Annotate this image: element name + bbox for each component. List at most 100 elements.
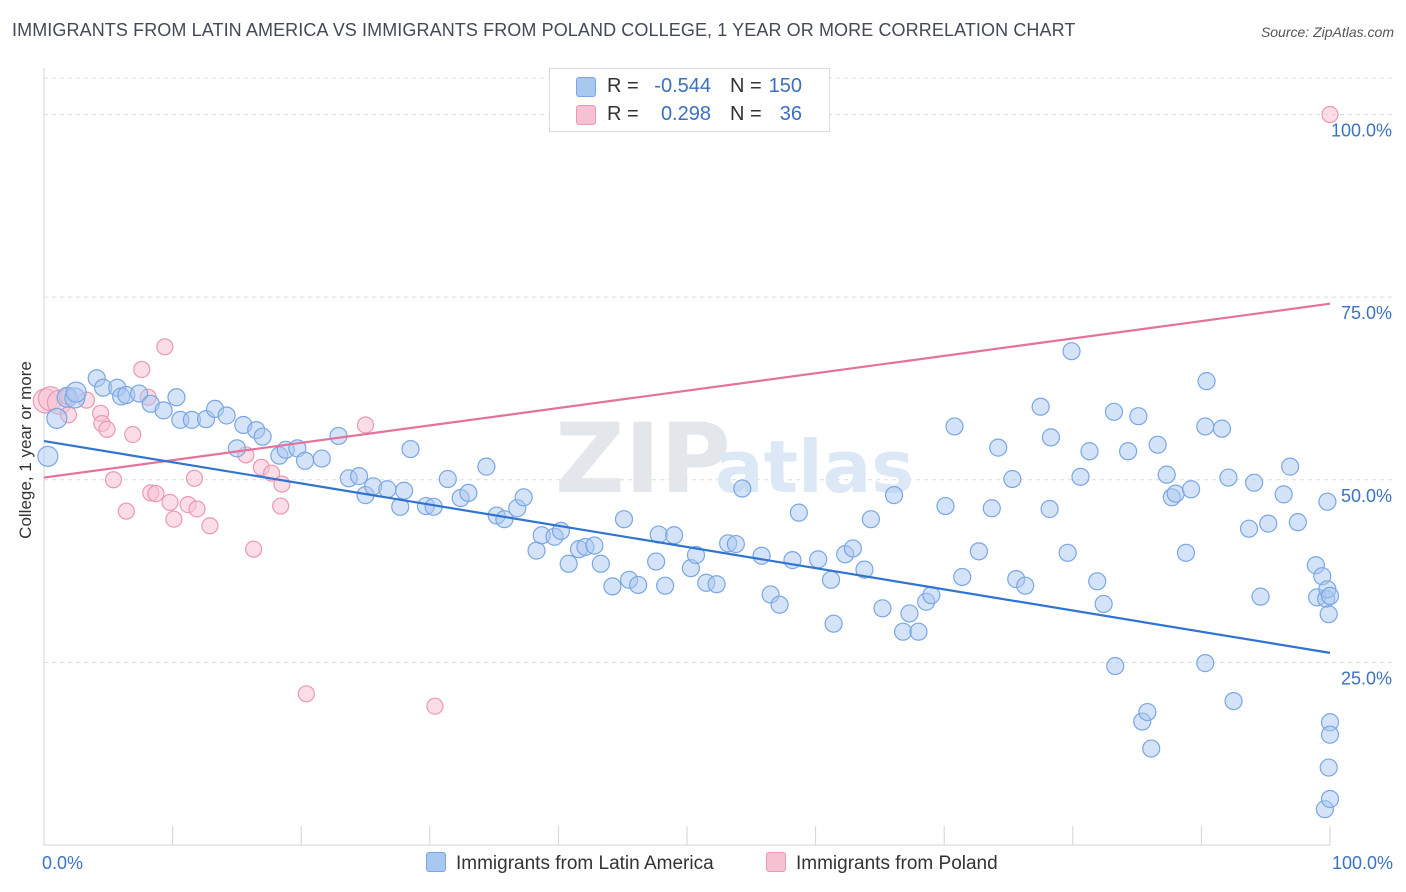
latin-america-point xyxy=(349,467,369,486)
latin-america-point xyxy=(1196,417,1215,436)
latin-america-point xyxy=(953,567,972,587)
legend-r-value: 0.298 xyxy=(660,103,711,125)
latin-america-point xyxy=(1142,739,1161,758)
poland-point xyxy=(161,493,179,512)
latin-america-point xyxy=(154,401,173,420)
y-tick-label: 25.0% xyxy=(1341,668,1392,688)
x-tick-label: 0.0% xyxy=(42,853,83,873)
latin-america-point xyxy=(909,622,928,641)
latin-america-point xyxy=(789,503,808,522)
latin-america-point xyxy=(1274,485,1293,504)
poland-point xyxy=(156,338,174,356)
latin-america-point xyxy=(253,427,272,446)
poland-point xyxy=(356,416,375,434)
latin-america-point xyxy=(167,388,186,407)
gridlines xyxy=(44,77,1392,663)
latin-america-point xyxy=(821,570,841,589)
latin-america-point xyxy=(1182,480,1201,499)
latin-america-point xyxy=(1239,519,1259,538)
poland-point xyxy=(272,497,290,515)
x-tick-label: 100.0% xyxy=(1332,853,1393,873)
latin-america-point xyxy=(945,417,964,436)
y-axis-label-wrap: College, 1 year or more xyxy=(16,300,40,600)
legend-n-value: 36 xyxy=(779,103,802,125)
y-tick-label: 75.0% xyxy=(1341,303,1392,323)
poland-trend-line xyxy=(43,302,1331,479)
latin-america-point xyxy=(1245,473,1264,492)
legend-r-label: R = xyxy=(607,75,639,97)
latin-america-point xyxy=(1212,419,1232,438)
poland-point xyxy=(124,425,142,444)
latin-america-point xyxy=(1319,605,1338,624)
latin-america-point xyxy=(1318,492,1337,511)
latin-america-point xyxy=(861,510,880,529)
poland-point xyxy=(245,540,263,558)
latin-america-point xyxy=(1281,457,1300,476)
latin-america-point xyxy=(1040,499,1059,519)
poland-point xyxy=(147,485,165,503)
latin-america-point xyxy=(824,614,843,633)
latin-america-point xyxy=(1129,407,1148,426)
poland-point xyxy=(133,360,151,379)
source-label: Source: ZipAtlas.com xyxy=(1260,24,1394,40)
latin-america-point xyxy=(1196,654,1215,673)
correlation-legend: R = -0.544 N = 150 R = 0.298 N = 36 xyxy=(549,68,830,132)
latin-america-point xyxy=(1062,342,1081,361)
latin-america-point xyxy=(893,622,913,641)
latin-america-point xyxy=(1071,467,1090,486)
latin-america-point xyxy=(1003,469,1022,489)
latin-america-point xyxy=(1197,372,1216,391)
latin-america-point xyxy=(614,510,634,529)
latin-america-point xyxy=(873,599,892,618)
latin-america-point xyxy=(585,536,604,555)
latin-america-point xyxy=(459,483,478,503)
latin-america-point xyxy=(1176,543,1196,562)
poland-point xyxy=(188,500,206,518)
latin-america-point xyxy=(477,457,496,476)
latin-america-point xyxy=(1106,656,1125,676)
latin-america-point xyxy=(591,554,610,573)
latin-america-point xyxy=(1259,514,1278,533)
latin-america-point xyxy=(312,449,331,468)
latin-america-point xyxy=(295,451,315,470)
latin-america-point xyxy=(1219,468,1238,487)
poland-point xyxy=(185,469,204,487)
latin-america-point xyxy=(1118,442,1138,461)
legend-n-value: 150 xyxy=(768,75,802,97)
latin-america-point xyxy=(1224,691,1243,711)
latin-america-point xyxy=(130,384,149,403)
latin-america-point xyxy=(1319,758,1338,777)
legend-n-label: N = xyxy=(730,103,762,125)
latin-america-point xyxy=(1104,402,1124,421)
watermark-zip: ZIP xyxy=(555,403,731,515)
latin-america-point xyxy=(1138,702,1157,722)
latin-america-point xyxy=(46,407,68,430)
bottom-legend-label: Immigrants from Poland xyxy=(796,853,998,874)
latin-america-point xyxy=(227,439,246,458)
latin-america-point xyxy=(707,575,726,594)
latin-america-point xyxy=(394,481,414,500)
poland-point xyxy=(1321,105,1339,124)
latin-america-point xyxy=(1016,576,1035,595)
latin-america-point xyxy=(726,534,745,554)
bottom-legend-latin-america: Immigrants from Latin America xyxy=(426,852,714,875)
latin-america-point xyxy=(809,550,828,569)
poland-point xyxy=(98,420,116,438)
latin-america-point xyxy=(1251,587,1270,606)
latin-america-point xyxy=(752,546,771,565)
pink-swatch xyxy=(576,105,596,125)
latin-america-point xyxy=(900,604,919,623)
latin-america-point xyxy=(438,469,457,489)
legend-r-value: -0.544 xyxy=(654,75,711,97)
poland-point xyxy=(201,517,219,535)
latin-america-point xyxy=(1041,428,1061,447)
latin-america-point xyxy=(1320,725,1340,744)
legend-r-label: R = xyxy=(607,103,639,125)
legend-n-label: N = xyxy=(730,75,762,97)
y-tick-label: 50.0% xyxy=(1341,486,1392,506)
latin-america-point xyxy=(1320,789,1340,809)
latin-america-point xyxy=(656,576,675,595)
latin-america-point xyxy=(1288,513,1307,532)
latin-america-point xyxy=(855,560,874,579)
